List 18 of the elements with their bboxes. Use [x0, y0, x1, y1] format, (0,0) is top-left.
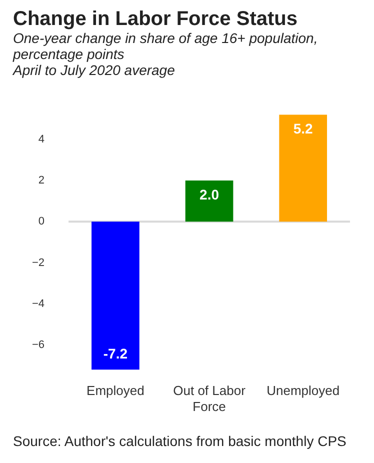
y-tick-label: −6 [32, 339, 45, 352]
y-tick-label: 4 [38, 133, 45, 146]
x-tick-label: Unemployed [266, 383, 340, 398]
y-tick-label: 0 [38, 216, 45, 228]
x-tick-label: Out of Labor Force [173, 383, 246, 414]
x-tick-label: Employed [86, 383, 144, 398]
y-tick-label: −4 [32, 298, 45, 310]
bar [279, 114, 328, 222]
source-note: Source: Author's calculations from basic monthly CPS [13, 433, 348, 449]
bar [92, 222, 140, 370]
data-label: 5.2 [293, 120, 314, 136]
data-label: -7.2 [103, 346, 128, 362]
bar [185, 180, 234, 222]
y-tick-label: 2 [38, 174, 45, 186]
data-label: 2.0 [200, 186, 220, 202]
chart-subtitle: One-year change in share of age 16+ population, percentage points April to July 2020 average [13, 30, 319, 78]
chart-title: Change in Labor Force Status [13, 8, 298, 30]
y-tick-label: −2 [32, 256, 45, 269]
